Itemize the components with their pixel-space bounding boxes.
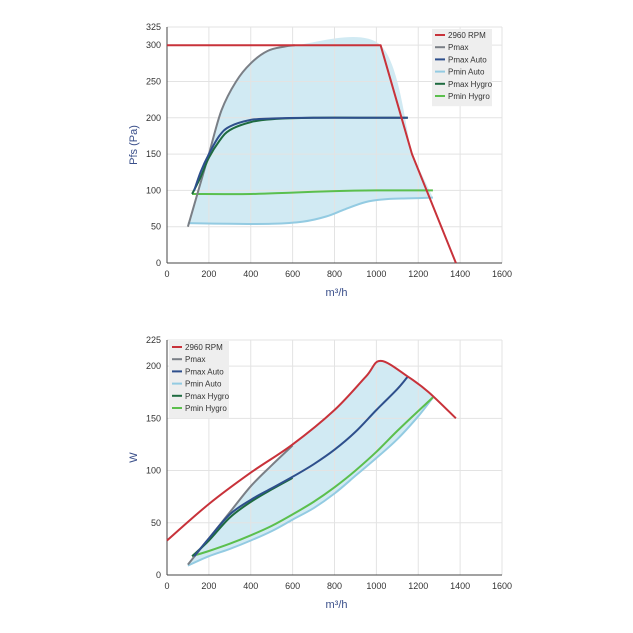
- legend-label-pmin-hygro: Pmin Hygro: [185, 404, 227, 413]
- legend: 2960 RPM Pmax Pmax Auto Pmin Auto Pmax Hygro…: [169, 341, 230, 418]
- x-tick-label: 0: [164, 269, 169, 279]
- legend-label-pmin-auto: Pmin Auto: [185, 380, 222, 389]
- x-tick-label: 1400: [450, 269, 470, 279]
- pressure-chart: 0 200 400 600 800 1000 1200 1400 1600 0 50 100 150 20…: [128, 22, 512, 299]
- y-tick-label: 0: [156, 570, 161, 580]
- y-tick-label: 225: [146, 335, 161, 345]
- y-tick-label: 150: [146, 413, 161, 423]
- x-tick-label: 1400: [450, 581, 470, 591]
- legend: 2960 RPM Pmax Pmax Auto Pmin Auto Pmax Hygro…: [432, 29, 493, 106]
- x-tick-label: 1600: [492, 581, 512, 591]
- x-tick-label: 400: [243, 581, 258, 591]
- x-tick-label: 1200: [408, 269, 428, 279]
- legend-label-pmin-auto: Pmin Auto: [448, 68, 485, 77]
- x-tick-label: 600: [285, 269, 300, 279]
- x-tick-label: 200: [201, 581, 216, 591]
- y-tick-label: 150: [146, 149, 161, 159]
- legend-label-pmin-hygro: Pmin Hygro: [448, 92, 490, 101]
- x-tick-label: 1600: [492, 269, 512, 279]
- legend-label-pmax-hygro: Pmax Hygro: [448, 80, 493, 89]
- legend-label-pmax: Pmax: [185, 355, 205, 364]
- y-tick-label: 50: [151, 222, 161, 232]
- y-tick-label: 100: [146, 185, 161, 195]
- x-tick-label: 1000: [366, 269, 386, 279]
- x-axis-title: m³/h: [326, 599, 348, 611]
- x-tick-label: 1200: [408, 581, 428, 591]
- legend-label-pmax-auto: Pmax Auto: [448, 55, 487, 64]
- legend-label-2960-rpm: 2960 RPM: [185, 343, 223, 352]
- legend-label-pmax-hygro: Pmax Hygro: [185, 392, 230, 401]
- x-tick-label: 400: [243, 269, 258, 279]
- y-tick-label: 50: [151, 518, 161, 528]
- y-tick-label: 0: [156, 258, 161, 268]
- y-tick-label: 300: [146, 40, 161, 50]
- y-tick-label: 200: [146, 113, 161, 123]
- x-tick-label: 0: [164, 581, 169, 591]
- x-tick-label: 800: [327, 269, 342, 279]
- x-tick-label: 200: [201, 269, 216, 279]
- y-axis-title: W: [128, 452, 140, 463]
- y-tick-label: 325: [146, 22, 161, 32]
- legend-label-pmax: Pmax: [448, 43, 468, 52]
- y-tick-label: 250: [146, 76, 161, 86]
- power-chart: 0 200 400 600 800 1000 1200 1400 1600 0 50 100 150 20…: [128, 335, 512, 611]
- y-tick-label: 200: [146, 361, 161, 371]
- y-tick-label: 100: [146, 466, 161, 476]
- x-tick-label: 800: [327, 581, 342, 591]
- x-tick-label: 1000: [366, 581, 386, 591]
- x-axis-title: m³/h: [326, 287, 348, 299]
- y-axis-title: Pfs (Pa): [128, 125, 140, 165]
- legend-label-pmax-auto: Pmax Auto: [185, 367, 224, 376]
- x-tick-label: 600: [285, 581, 300, 591]
- legend-label-2960-rpm: 2960 RPM: [448, 31, 486, 40]
